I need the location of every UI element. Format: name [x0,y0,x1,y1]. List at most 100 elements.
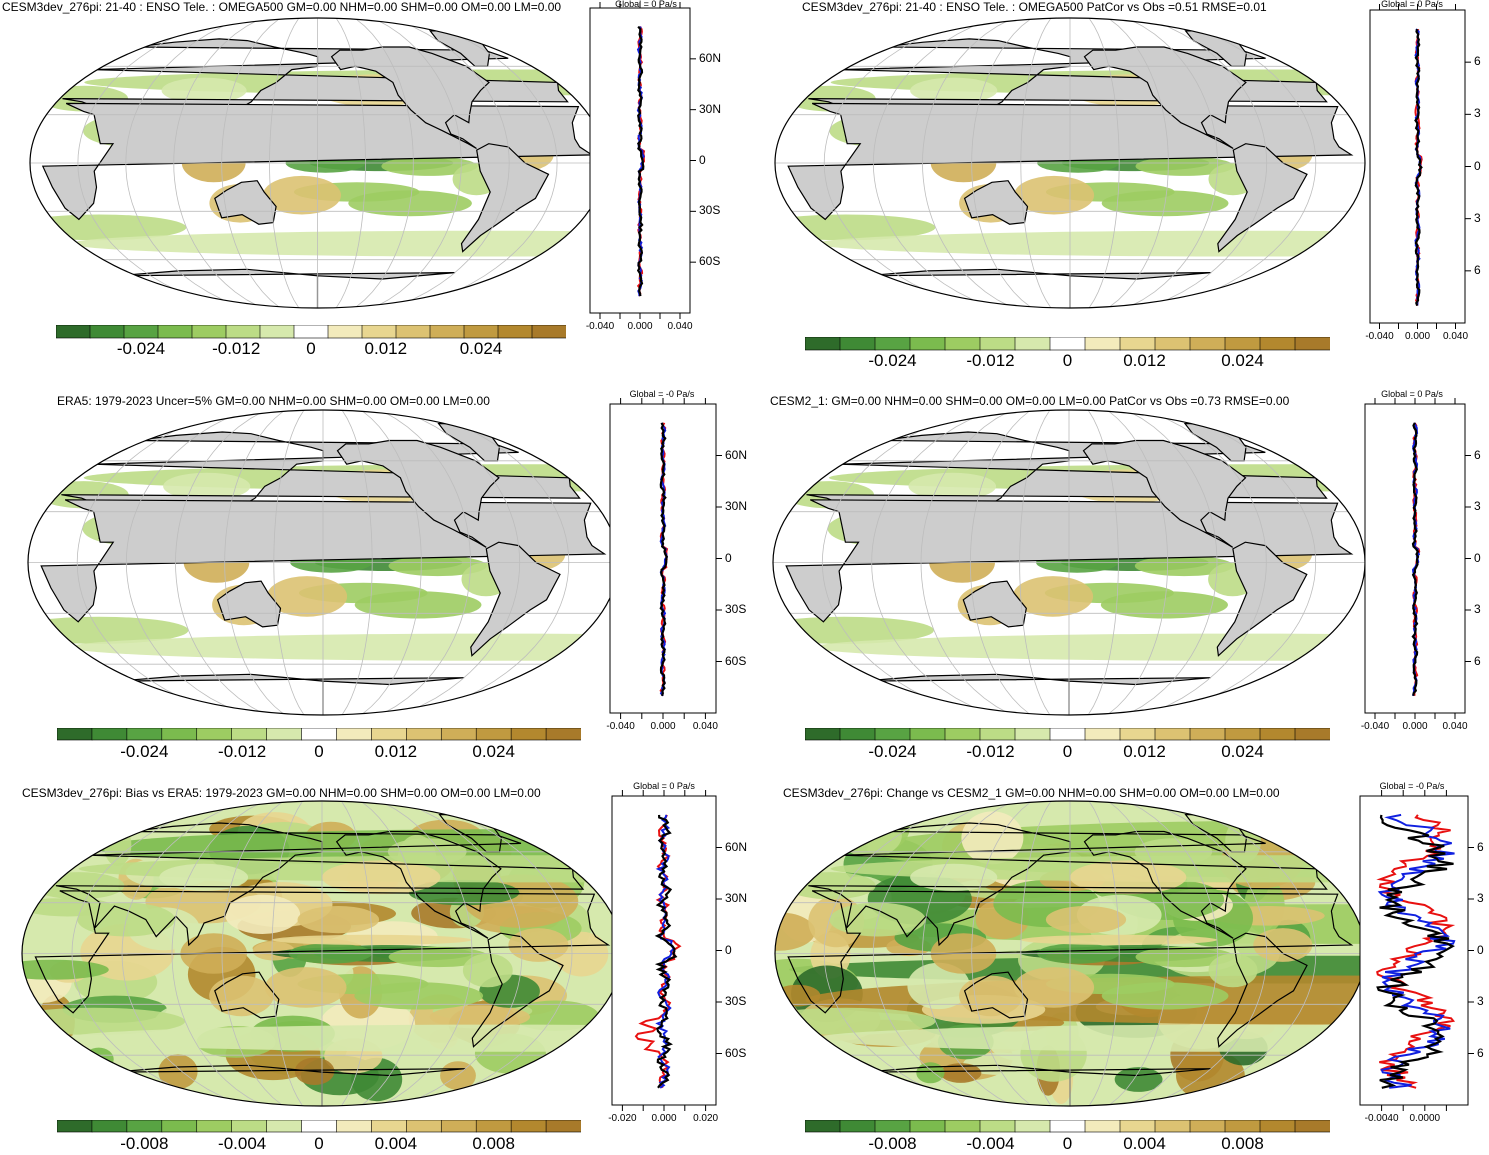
field-anomaly-contour [1013,175,1095,215]
colorbar-tick-label: 0.012 [364,339,408,358]
colorbar-tick-label: -0.024 [868,351,917,370]
longitude-gridline [171,801,265,1106]
land-mass [963,180,1029,225]
zonal-lat-tick-label: 60S [725,1045,747,1060]
longitude-gridline [1126,801,1218,1106]
longitude-gridline [922,801,1014,1106]
zonal-lat-tick-label: 30S [699,203,721,218]
zonal-lat-tick-label: 30S [725,602,747,616]
field-anomaly-contour [429,1005,531,1029]
longitude-gridline [379,801,473,1106]
longitude-gridline [410,18,558,308]
zonal-lat-tick-label: 3 [1474,210,1481,225]
zonal-x-tick-label: 0.040 [667,321,693,332]
panel-5-zonal-mean [611,790,722,1111]
panel-3-colorbar [57,728,581,741]
longitude-gridline [354,18,414,308]
field-anomaly-contour [910,863,998,891]
panel-1-zonal-mean [589,2,696,319]
land-mass [41,102,594,221]
longitude-gridline [175,410,267,715]
zonal-x-tick-label: -0.040 [1360,721,1390,732]
land-mass [471,932,564,1048]
zonal-lat-tick-label: 60S [699,254,721,269]
colorbar-tick-label: 0 [1062,351,1073,370]
zonal-x-tick-label: 0.040 [692,721,718,732]
zonal-lat-tick-label: 0 [1474,158,1481,173]
land-mass [34,890,611,1014]
longitude-gridline [379,410,471,715]
longitude-gridline [71,801,226,1106]
zonal-x-tick-label: 0.040 [1442,331,1469,342]
longitude-gridline [125,410,247,715]
zonal-mean-series [1376,814,1455,1089]
field-anomaly-contour [388,946,489,968]
zonal-mean-series [1414,28,1423,306]
longitude-gridline [391,18,510,308]
panel-2-zonal-mean [1369,4,1471,329]
field-anomaly-contour [264,967,347,1008]
colorbar-tick-label: 0.012 [1123,351,1166,370]
longitude-gridline [823,18,975,308]
zonal-lat-tick-label: 0 [1474,550,1481,565]
longitude-gridline [1019,410,1051,715]
field-anomaly-contour [163,472,251,500]
longitude-gridline [418,410,570,715]
longitude-gridline [1107,801,1169,1106]
zonal-lat-tick-label: 0 [725,942,732,957]
longitude-gridline [269,18,300,308]
panel-1-map [29,17,606,309]
field-anomaly-contour [262,175,341,215]
colorbar-tick-label: 0.004 [1123,1134,1166,1153]
colorbar-swatch [545,728,581,741]
zonal-lat-tick-label: 0 [699,152,706,167]
zonal-x-tick-label: 0.020 [693,1113,719,1124]
longitude-gridline [77,18,225,308]
colorbar-swatch [1294,337,1330,351]
zonal-lat-tick-label: 30N [725,891,748,905]
longitude-gridline [1126,18,1218,308]
panel-5-colorbar [57,1120,581,1133]
longitude-gridline [360,410,422,715]
zonal-lat-tick-label: 6 [1474,54,1481,69]
longitude-gridline [920,410,1012,715]
zonal-mean-series [659,422,668,697]
longitude-gridline [399,801,523,1106]
field-anomaly-contour [1135,156,1234,176]
colorbar-tick-label: 0.024 [459,339,503,358]
panel-5-zonal-title: Global = 0 Pa/s [633,781,695,791]
land-mass [216,580,282,628]
field-anomaly-contour [1012,576,1094,617]
longitude-gridline [221,18,281,308]
longitude-gridline [1165,801,1317,1106]
longitude-gridline [341,410,373,715]
longitude-gridline [823,801,975,1106]
panel-6-map [774,800,1366,1107]
zonal-x-tick-label: -0.040 [585,321,615,332]
field-anomaly-contour [408,879,520,906]
zonal-x-tick-label: 0.000 [1404,331,1431,342]
longitude-gridline [971,18,1033,308]
zonal-mean-series [655,814,675,1089]
colorbar-tick-label: 0.012 [1123,742,1166,761]
land-mass [808,822,1328,947]
longitude-gridline [1164,410,1317,715]
longitude-gridline [224,410,286,715]
zonal-lat-tick-label: 3 [1474,602,1481,616]
zonal-x-tick-label: -0.040 [606,721,635,732]
panel-3-zonal-mean [609,398,722,719]
colorbar-swatch [531,325,566,339]
field-anomaly-contour [908,472,997,500]
colorbar-tick-label: -0.008 [868,1134,917,1153]
longitude-gridline [1146,801,1268,1106]
panel-4-colorbar [805,728,1330,741]
field-anomaly-contour [297,906,380,934]
panel-4-zonal-mean [1364,398,1471,719]
colorbar-tick-label: 0 [1062,742,1073,761]
panel-4-title: CESM2_1: GM=0.00 NHM=0.00 SHM=0.00 OM=0.… [770,394,1290,408]
zonal-mean-series [636,25,645,297]
field-anomaly-contour [322,860,441,895]
panel-1-title: CESM3dev_276pi: 21-40 : ENSO Tele. : OME… [2,0,562,14]
panel-3-zonal-title: Global = -0 Pa/s [629,389,695,399]
zonal-x-tick-label: 0.000 [1402,721,1428,732]
